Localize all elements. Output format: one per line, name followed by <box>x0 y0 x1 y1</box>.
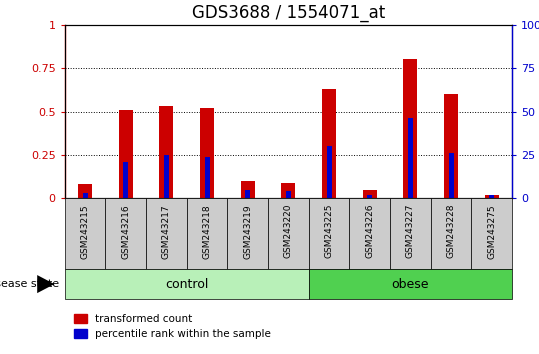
Text: GSM243218: GSM243218 <box>203 204 211 258</box>
Bar <box>431 198 472 269</box>
Legend: transformed count, percentile rank within the sample: transformed count, percentile rank withi… <box>70 310 275 343</box>
Bar <box>485 195 499 198</box>
Bar <box>322 89 336 198</box>
Bar <box>309 198 349 269</box>
Bar <box>489 195 494 198</box>
Text: control: control <box>165 278 209 291</box>
Bar <box>65 198 105 269</box>
Bar <box>240 181 255 198</box>
Text: disease state: disease state <box>0 279 59 289</box>
Bar <box>408 119 413 198</box>
Bar <box>367 195 372 198</box>
Bar <box>281 183 295 198</box>
Bar <box>65 269 309 299</box>
Bar <box>286 191 291 198</box>
Polygon shape <box>37 275 54 293</box>
Bar <box>119 110 133 198</box>
Bar <box>164 155 169 198</box>
Bar <box>105 198 146 269</box>
Text: GSM243227: GSM243227 <box>406 204 415 258</box>
Bar <box>268 198 309 269</box>
Text: GSM243226: GSM243226 <box>365 204 374 258</box>
Bar <box>349 198 390 269</box>
Title: GDS3688 / 1554071_at: GDS3688 / 1554071_at <box>192 4 385 22</box>
Text: GSM243216: GSM243216 <box>121 204 130 258</box>
Bar <box>390 198 431 269</box>
Bar <box>204 156 210 198</box>
Text: GSM243220: GSM243220 <box>284 204 293 258</box>
Bar <box>444 94 458 198</box>
Bar <box>309 269 512 299</box>
Text: GSM243225: GSM243225 <box>324 204 334 258</box>
Text: GSM243215: GSM243215 <box>80 204 89 258</box>
Bar <box>403 59 418 198</box>
Bar <box>146 198 186 269</box>
Bar <box>78 184 92 198</box>
Bar <box>472 198 512 269</box>
Bar <box>448 153 453 198</box>
Bar <box>245 190 250 198</box>
Text: GSM243275: GSM243275 <box>487 204 496 258</box>
Text: GSM243228: GSM243228 <box>446 204 455 258</box>
Bar <box>159 106 174 198</box>
Bar <box>186 198 227 269</box>
Bar <box>327 146 331 198</box>
Bar <box>227 198 268 269</box>
Bar <box>200 108 214 198</box>
Bar <box>363 190 377 198</box>
Text: GSM243219: GSM243219 <box>243 204 252 258</box>
Bar <box>123 162 128 198</box>
Bar <box>82 193 87 198</box>
Text: obese: obese <box>392 278 429 291</box>
Text: GSM243217: GSM243217 <box>162 204 171 258</box>
